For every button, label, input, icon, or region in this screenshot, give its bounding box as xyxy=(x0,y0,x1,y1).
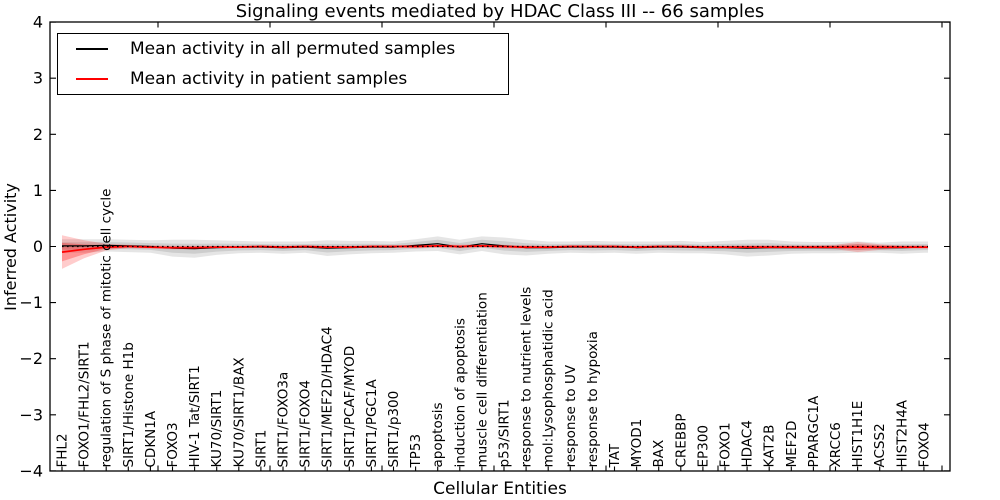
y-tick-label: 4 xyxy=(33,13,43,32)
x-tick-label: FOXO4 xyxy=(916,422,932,467)
x-tick-label: CREBBP xyxy=(673,414,689,468)
legend-label-patient: Mean activity in patient samples xyxy=(130,69,408,89)
permuted-line-swatch xyxy=(76,48,108,50)
x-tick-label: SIRT1/PCAF/MYOD xyxy=(342,346,358,468)
x-tick-label: HDAC4 xyxy=(740,420,756,467)
x-tick-label: BAX xyxy=(651,440,667,468)
x-tick-label: response to UV xyxy=(563,364,579,467)
x-tick-label: MYOD1 xyxy=(629,419,645,468)
y-tick-label: 1 xyxy=(33,181,43,200)
x-tick-label: FOXO3 xyxy=(165,422,181,467)
y-tick-label: −1 xyxy=(19,293,43,312)
x-tick-label: response to nutrient levels xyxy=(519,287,535,468)
x-tick-label: mol:Lysophosphatidic acid xyxy=(541,289,557,467)
x-tick-label: muscle cell differentiation xyxy=(474,292,490,467)
patient-line-swatch xyxy=(76,78,108,80)
x-tick-label: MEF2D xyxy=(784,421,800,468)
x-tick-label: SIRT1/p300 xyxy=(386,391,402,468)
x-tick-label: KU70/SIRT1/BAX xyxy=(231,357,247,467)
x-tick-label: SIRT1/PGC1A xyxy=(364,379,380,468)
x-tick-label: FOXO1/FHL2/SIRT1 xyxy=(77,341,93,467)
y-tick-label: −4 xyxy=(19,461,43,480)
x-tick-label: KU70/SIRT1 xyxy=(209,390,225,468)
x-tick-label: PPARGC1A xyxy=(806,395,822,468)
y-tick-label: 3 xyxy=(33,69,43,88)
x-tick-label: TAT xyxy=(607,443,623,468)
x-tick-label: KAT2B xyxy=(762,425,778,468)
x-tick-label: HIV-1 Tat/SIRT1 xyxy=(187,365,203,467)
x-tick-label: SIRT1/MEF2D/HDAC4 xyxy=(320,326,336,467)
x-tick-label: HIST2H4A xyxy=(894,399,910,467)
y-tick-label: −3 xyxy=(19,405,43,424)
x-tick-label: SIRT1/FOXO3a xyxy=(276,372,292,468)
x-tick-label: p53/SIRT1 xyxy=(497,399,513,467)
x-tick-label: FHL2 xyxy=(55,433,71,467)
x-tick-label: ACSS2 xyxy=(872,423,888,467)
legend-item-permuted: Mean activity in all permuted samples xyxy=(76,36,508,62)
axes-frame xyxy=(49,21,951,472)
legend-item-patient: Mean activity in patient samples xyxy=(76,66,508,92)
x-tick-label: regulation of S phase of mitotic cell cy… xyxy=(99,189,115,468)
x-tick-label: XRCC6 xyxy=(828,422,844,467)
y-tick-label: −2 xyxy=(19,349,43,368)
chart-title: Signaling events mediated by HDAC Class … xyxy=(235,1,765,22)
x-axis-title: Cellular Entities xyxy=(433,479,567,499)
legend: Mean activity in all permuted samples Me… xyxy=(57,33,509,95)
y-tick-label: 2 xyxy=(33,125,43,144)
x-tick-label: SIRT1 xyxy=(253,430,269,468)
x-tick-label: SIRT1/FOXO4 xyxy=(298,380,314,467)
x-tick-label: apoptosis xyxy=(430,402,446,467)
y-tick-label: 0 xyxy=(33,237,43,256)
y-axis-title: Inferred Activity xyxy=(1,183,20,311)
x-tick-label: SIRT1/Histone H1b xyxy=(121,342,137,467)
x-tick-label: response to hypoxia xyxy=(585,331,601,467)
x-tick-label: FOXO1 xyxy=(718,422,734,467)
x-tick-label: EP300 xyxy=(695,425,711,467)
x-tick-label: induction of apoptosis xyxy=(452,318,468,467)
x-tick-label: CDKN1A xyxy=(143,410,159,467)
patient-mean-line xyxy=(61,245,928,253)
legend-label-permuted: Mean activity in all permuted samples xyxy=(130,39,456,59)
x-tick-label: TP53 xyxy=(408,434,424,469)
x-tick-label: HIST1H1E xyxy=(850,401,866,468)
